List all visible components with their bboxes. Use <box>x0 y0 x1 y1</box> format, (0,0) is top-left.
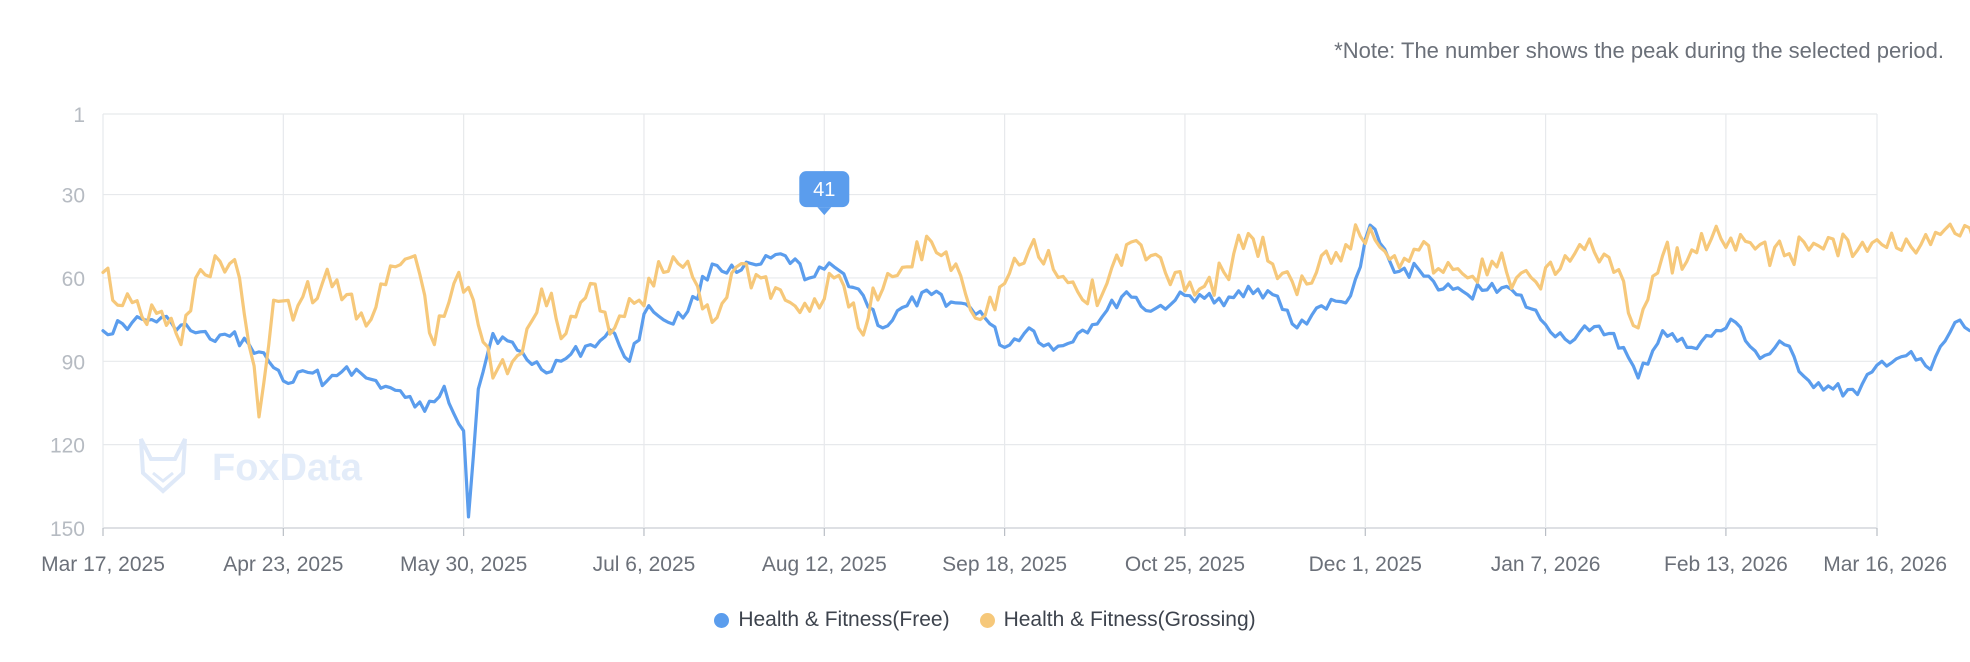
series-layer <box>101 222 1970 519</box>
x-tick-label: Sep 18, 2025 <box>942 553 1067 576</box>
x-tick-label: Mar 16, 2026 <box>1823 553 1947 576</box>
x-tick-label: Feb 13, 2026 <box>1664 553 1788 576</box>
legend-label-grossing: Health & Fitness(Grossing) <box>1003 608 1256 631</box>
x-tick-label: Oct 25, 2025 <box>1125 553 1245 576</box>
legend-item-free[interactable]: Health & Fitness(Free) <box>714 608 950 632</box>
peak-label-free: 41 <box>799 171 850 216</box>
peak-label-pointer <box>817 207 832 216</box>
rank-line-chart[interactable]: FoxData 1 30 60 90 120 150 Mar 17, 2025 Apr 23,… <box>0 0 1970 600</box>
legend-label-free: Health & Fitness(Free) <box>738 608 950 631</box>
series-line-grossing <box>101 222 1970 419</box>
fox-logo-icon <box>139 438 187 494</box>
x-tick-label: Dec 1, 2025 <box>1309 553 1422 576</box>
y-tick-label: 60 <box>62 268 85 291</box>
y-tick-label: 90 <box>62 351 85 374</box>
watermark-text: FoxData <box>212 447 363 489</box>
peak-label-text: 41 <box>813 179 835 201</box>
series-line-free <box>101 223 1970 519</box>
x-tick-label: Jan 7, 2026 <box>1491 553 1601 576</box>
peak-label-layer: 4130 <box>799 171 850 216</box>
peak-note: *Note: The number shows the peak during … <box>1334 38 1944 63</box>
foxdata-watermark: FoxData <box>139 438 363 494</box>
y-tick-label: 1 <box>73 104 85 127</box>
x-tick-label: Aug 12, 2025 <box>762 553 887 576</box>
y-tick-label: 120 <box>50 435 85 458</box>
axis-layer: 1 30 60 90 120 150 Mar 17, 2025 Apr 23, 2025 May… <box>41 104 1947 576</box>
legend-dot-free <box>714 612 730 628</box>
x-tick-label: Mar 17, 2025 <box>41 553 165 576</box>
chart-legend: Health & Fitness(Free) Health & Fitness(… <box>0 608 1970 632</box>
legend-item-grossing[interactable]: Health & Fitness(Grossing) <box>979 608 1256 632</box>
y-tick-label: 30 <box>62 185 85 208</box>
x-tick-label: May 30, 2025 <box>400 553 527 576</box>
x-tick-label: Apr 23, 2025 <box>223 553 343 576</box>
x-tick-label: Jul 6, 2025 <box>593 553 696 576</box>
legend-dot-grossing <box>979 612 995 628</box>
y-tick-label: 150 <box>50 518 85 541</box>
peak-label-box <box>799 171 850 208</box>
